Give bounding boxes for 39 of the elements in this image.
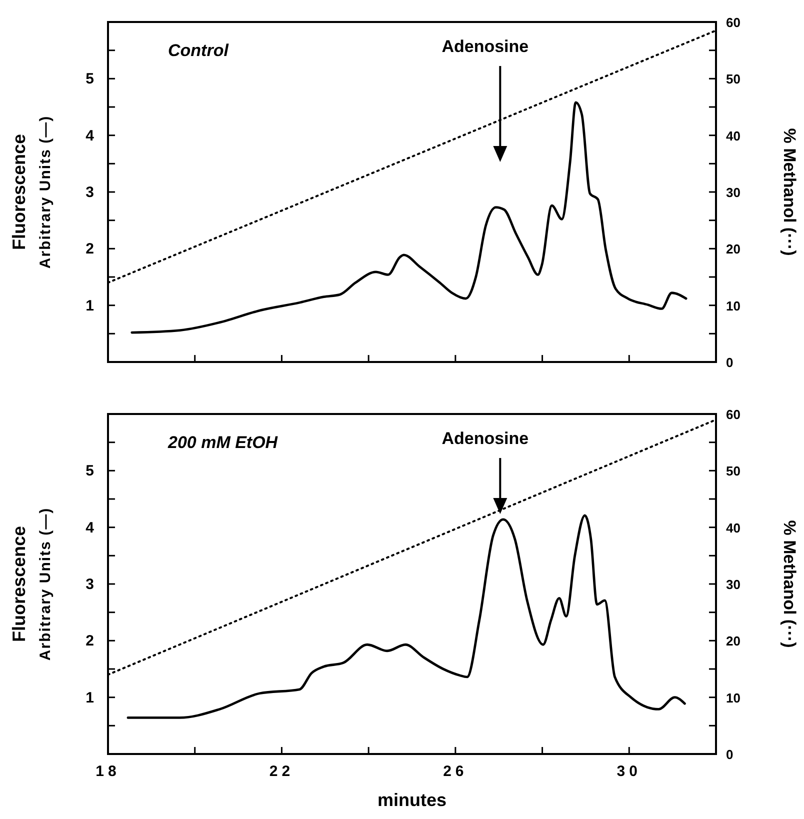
y2-tick-label: 10 [726, 690, 740, 706]
y-tick-label: 4 [86, 127, 95, 144]
x-tick-label: 30 [616, 763, 642, 780]
y-tick-label: 1 [86, 297, 94, 314]
y2-tick-label: 10 [726, 298, 740, 314]
y2-tick-label: 20 [726, 634, 740, 649]
y2-axis-title: % Methanol (···) [780, 520, 799, 648]
y2-tick-label: 60 [726, 407, 740, 422]
y2-tick-label: 40 [726, 128, 740, 144]
y-tick-label: 2 [86, 632, 94, 650]
y2-tick-label: 50 [726, 464, 740, 479]
x-tick-label: 26 [443, 763, 468, 780]
x-tick-label: 18 [96, 763, 120, 780]
y2-tick-label: 0 [726, 355, 734, 370]
y-tick-label: 5 [86, 70, 94, 88]
x-tick-label: 22 [269, 763, 294, 780]
y2-tick-label: 30 [726, 577, 740, 592]
annotation: Adenosine [442, 37, 529, 56]
line-series [130, 101, 688, 334]
y-axis-title: Fluorescence Arbitrary Units (—) [9, 507, 54, 661]
y-tick-label: 5 [86, 462, 94, 480]
y2-tick-label: 0 [726, 747, 734, 762]
y-tick-label: 1 [86, 689, 94, 706]
y2-axis-title: % Methanol (···) [780, 128, 799, 256]
y2-tick-label: 40 [726, 520, 740, 536]
y-tick-label: 2 [86, 240, 94, 258]
y-tick-label: 3 [86, 576, 94, 593]
y-tick-label: 3 [86, 184, 94, 201]
y-axis-title: Fluorescence Arbitrary Units (—) [9, 115, 54, 269]
y2-tick-label: 20 [726, 242, 740, 257]
annotation: Adenosine [442, 429, 529, 448]
y2-tick-label: 60 [726, 15, 740, 30]
y2-tick-label: 30 [726, 185, 740, 200]
y-tick-label: 4 [86, 519, 95, 536]
line-series [126, 514, 686, 719]
text: Control [168, 41, 230, 60]
x-axis-title: minutes [377, 790, 447, 810]
y2-tick-label: 50 [726, 72, 740, 87]
text: 200 mM EtOH [167, 433, 278, 452]
